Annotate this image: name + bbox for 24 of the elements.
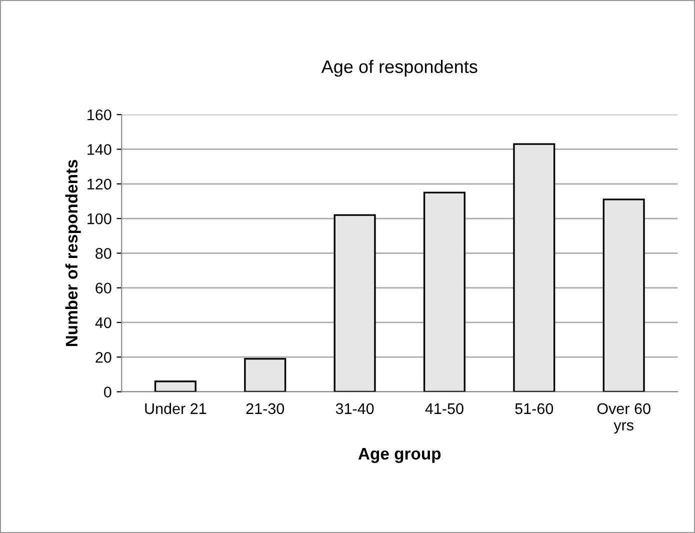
x-tick-label: 31-40 — [336, 403, 374, 414]
y-tick-label: 120 — [88, 178, 112, 190]
bar — [244, 358, 286, 392]
y-tick-label: 20 — [96, 352, 112, 363]
bar — [154, 380, 196, 392]
bar — [423, 192, 466, 392]
y-tick-label: 40 — [95, 317, 112, 328]
x-tick-label: 21-30 — [246, 403, 284, 414]
x-tick-label: 51-60 — [515, 403, 554, 414]
x-tick-label: Over 60 yrs — [597, 403, 650, 434]
y-tick-label: 160 — [88, 109, 112, 120]
bar — [602, 198, 645, 392]
y-tick-label: 80 — [96, 248, 112, 259]
bar — [334, 214, 376, 392]
chart-title: Age of respondents — [321, 60, 478, 77]
y-tick-label: 0 — [104, 386, 112, 398]
y-tick-label: 140 — [88, 144, 112, 155]
x-tick-label: Under 21 — [145, 402, 206, 414]
y-axis-title: Number of respondents — [65, 160, 81, 346]
x-axis-title: Age group — [358, 448, 441, 463]
bar — [513, 143, 556, 392]
y-tick-label: 60 — [96, 282, 112, 294]
x-tick-label: 41-50 — [425, 403, 464, 414]
y-tick-label: 100 — [88, 213, 112, 224]
